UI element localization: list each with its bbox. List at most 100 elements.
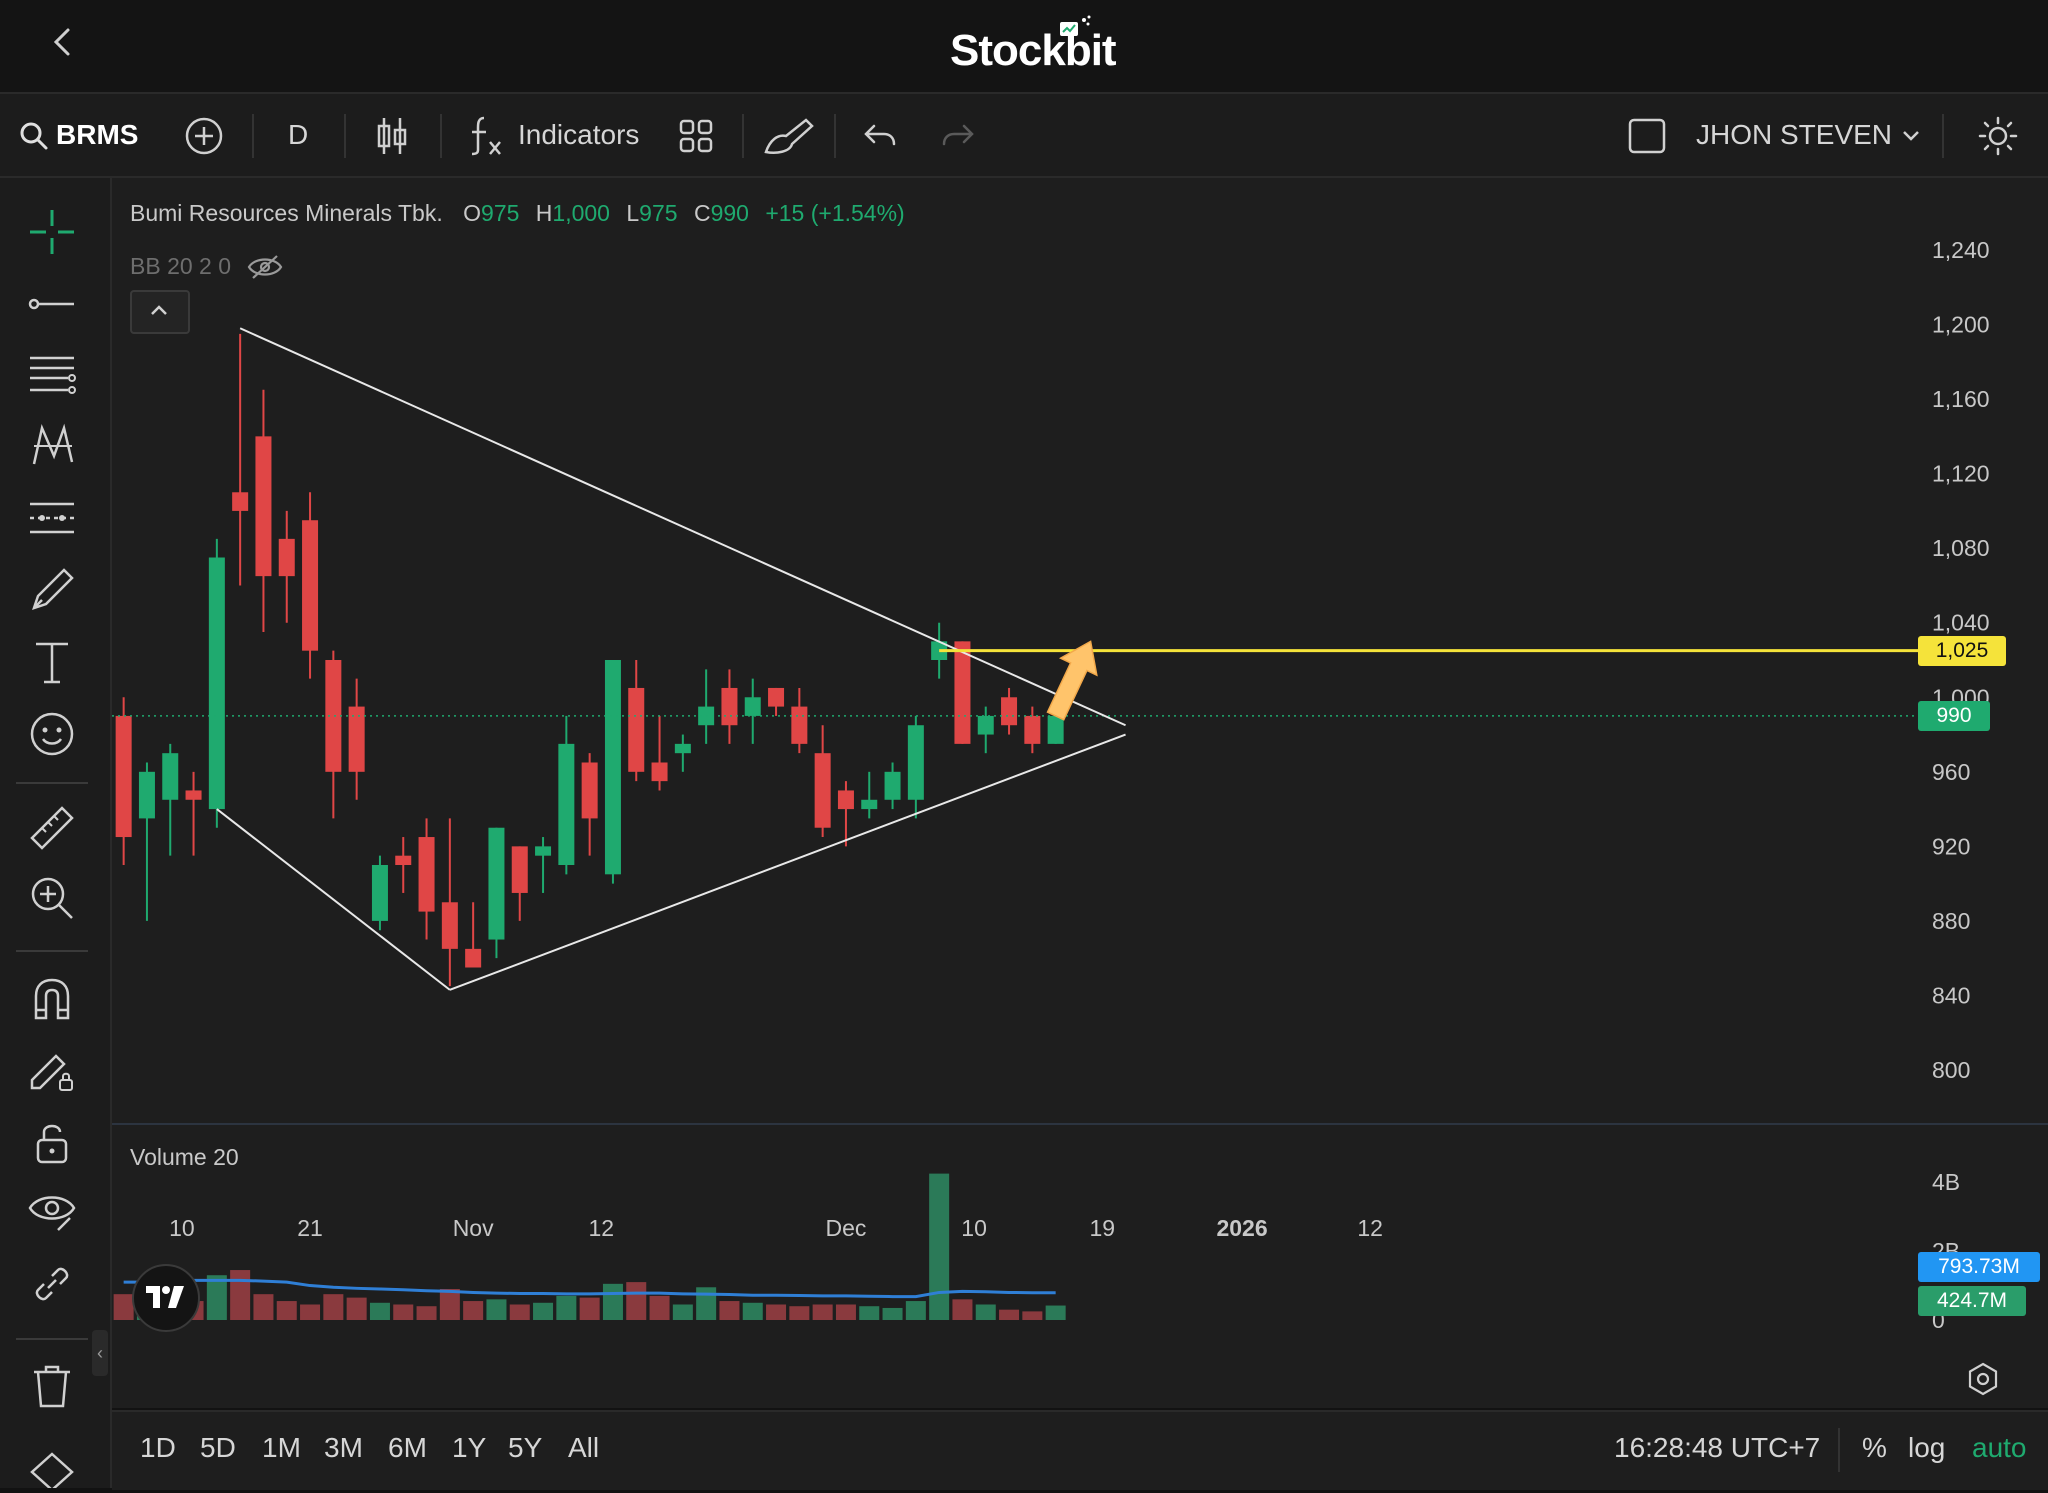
price-tick-label: 840 <box>1932 982 1970 1008</box>
candle-body <box>535 846 552 856</box>
price-tick-label: 880 <box>1932 908 1970 934</box>
range-5d[interactable]: 5D <box>200 1432 236 1463</box>
yellow-line-price-badge: 1,025 <box>1918 635 2006 666</box>
candle-body <box>348 706 365 772</box>
ruler-icon[interactable] <box>28 804 76 857</box>
candle-body <box>232 492 249 511</box>
chart-area[interactable]: 1,240 1,200 1,160 1,120 1,080 1,040 1,000 960 92… <box>112 178 2048 1408</box>
time-tick-label: 10 <box>169 1215 195 1241</box>
diamond-icon[interactable] <box>28 1450 76 1493</box>
volume-bar <box>905 1301 926 1320</box>
percent-toggle[interactable]: % <box>1862 1432 1887 1463</box>
forecast-icon[interactable] <box>28 494 76 547</box>
range-6m[interactable]: 6M <box>388 1432 427 1463</box>
tradingview-logo[interactable] <box>132 1264 200 1332</box>
candle-body <box>744 697 761 716</box>
volume-bar <box>579 1297 600 1320</box>
lock-draw-icon[interactable] <box>28 1046 76 1099</box>
app-title: Stockbit <box>950 26 1117 75</box>
candle-body <box>208 557 225 810</box>
legend-l-label: L <box>626 200 640 226</box>
volume-bar <box>952 1299 973 1320</box>
range-all[interactable]: All <box>568 1432 600 1463</box>
time-tick-label: 21 <box>297 1215 323 1241</box>
layout-grid-icon[interactable] <box>678 118 714 159</box>
interval-button[interactable]: D <box>288 119 309 150</box>
fx-icon[interactable] <box>468 114 504 163</box>
pattern-icon[interactable] <box>28 422 76 475</box>
volume-bar <box>416 1306 437 1320</box>
time-axis-settings-icon[interactable] <box>1966 1362 2000 1401</box>
candle-body <box>768 687 785 707</box>
candle-body <box>371 865 388 921</box>
candle-body <box>162 753 179 800</box>
candle-body <box>814 753 831 828</box>
link-icon[interactable] <box>28 1260 76 1313</box>
trash-icon[interactable] <box>28 1362 76 1415</box>
log-toggle[interactable]: log <box>1908 1432 1946 1463</box>
candle-body <box>1001 697 1018 726</box>
fib-icon[interactable] <box>28 350 76 403</box>
search-icon[interactable] <box>18 120 50 157</box>
eye-icon[interactable] <box>28 1188 76 1241</box>
range-5y[interactable]: 5Y <box>508 1432 543 1463</box>
bb-indicator-row[interactable]: BB 20 2 0 <box>130 248 283 280</box>
range-1m[interactable]: 1M <box>262 1432 301 1463</box>
legend: Bumi Resources Minerals Tbk. O975 H1,000… <box>130 200 905 227</box>
candle-body <box>884 771 901 800</box>
logo-spark-icon <box>1058 14 1094 47</box>
price-tick-label: 1,240 <box>1932 237 1990 263</box>
zoom-in-icon[interactable] <box>28 874 76 927</box>
emoji-icon[interactable] <box>28 710 76 763</box>
volume-bar <box>975 1304 996 1320</box>
price-chart[interactable]: 1,240 1,200 1,160 1,120 1,080 1,040 1,000 960 92… <box>112 178 2048 1408</box>
candle-type-icon[interactable] <box>374 114 410 163</box>
compare-add-icon[interactable] <box>184 116 224 161</box>
symbol-search[interactable]: BRMS <box>56 119 139 150</box>
theme-sun-icon[interactable] <box>1978 116 2018 161</box>
time-tick-label: 12 <box>1357 1215 1383 1241</box>
collapse-legend-button[interactable] <box>130 290 190 334</box>
legend-l-value: 975 <box>639 200 678 226</box>
range-1d[interactable]: 1D <box>140 1432 176 1463</box>
range-3m[interactable]: 3M <box>324 1432 363 1463</box>
volume-bar <box>649 1295 670 1320</box>
drawing-brush-icon[interactable] <box>762 114 818 163</box>
volume-bar <box>463 1301 484 1320</box>
chevron-down-icon[interactable] <box>1900 124 1922 151</box>
volume-bar <box>509 1304 530 1320</box>
crosshair-icon[interactable] <box>28 208 76 261</box>
candle-body <box>837 790 854 810</box>
legend-h-label: H <box>535 200 553 226</box>
brush-icon[interactable] <box>28 566 76 619</box>
last-price-badge: 990 <box>1918 700 1990 731</box>
volume-bar <box>789 1306 810 1320</box>
indicators-button[interactable]: Indicators <box>518 119 640 150</box>
auto-toggle[interactable]: auto <box>1972 1432 2027 1463</box>
magnet-icon[interactable] <box>28 974 76 1027</box>
collapse-tab[interactable]: ‹ <box>92 1330 108 1376</box>
watchlist-checkbox-icon[interactable] <box>1628 118 1666 159</box>
candle-body <box>558 743 575 865</box>
volume-bar <box>300 1304 321 1320</box>
back-icon[interactable] <box>44 22 84 62</box>
price-tick-label: 1,080 <box>1932 535 1990 561</box>
trend-line-icon[interactable] <box>28 280 76 333</box>
unlock-icon[interactable] <box>28 1118 76 1171</box>
text-icon[interactable] <box>28 638 76 691</box>
candle-body <box>302 520 319 651</box>
candle-body <box>861 799 878 810</box>
time-tick-label: Nov <box>453 1215 494 1241</box>
range-1y[interactable]: 1Y <box>452 1432 487 1463</box>
clock[interactable]: 16:28:48 UTC+7 <box>1614 1432 1821 1463</box>
price-tick-label: 1,040 <box>1932 610 1990 636</box>
time-tick-label: 2026 <box>1216 1215 1267 1241</box>
volume-bar <box>742 1302 763 1320</box>
undo-icon[interactable] <box>862 118 898 159</box>
candle-body <box>255 436 272 577</box>
eye-off-icon[interactable] <box>247 254 283 286</box>
volume-bar <box>882 1307 903 1320</box>
candle-body <box>791 706 808 744</box>
account-name[interactable]: JHON STEVEN <box>1696 119 1893 150</box>
redo-icon[interactable] <box>940 118 976 159</box>
